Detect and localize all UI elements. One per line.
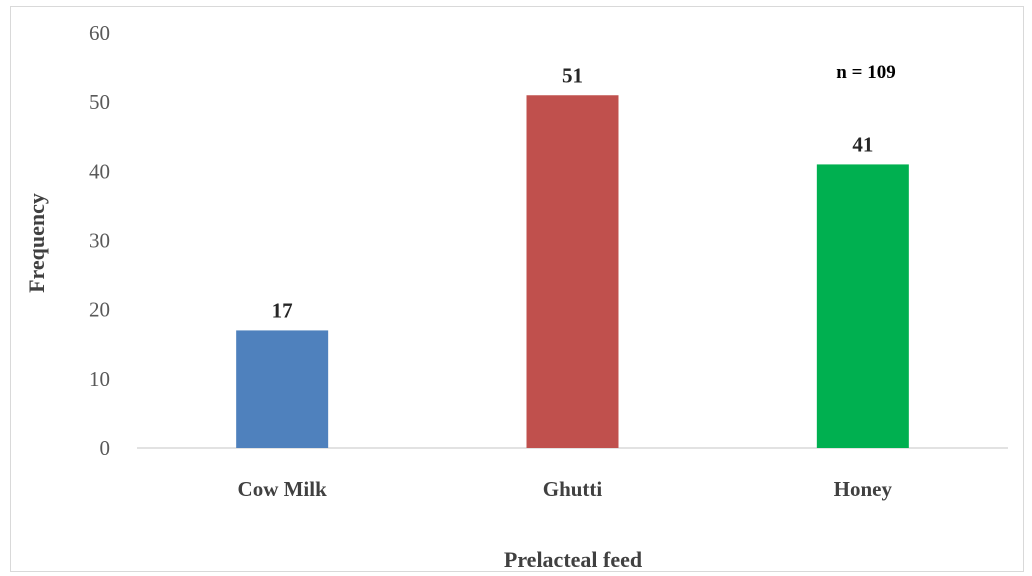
bars xyxy=(236,95,909,448)
y-axis-ticks: 0 10 20 30 40 50 60 xyxy=(89,21,110,460)
sample-size-annotation: n = 109 xyxy=(836,62,895,83)
y-tick-label: 50 xyxy=(89,90,110,114)
category-label: Cow Milk xyxy=(238,477,328,501)
category-label: Honey xyxy=(834,477,893,501)
y-tick-label: 0 xyxy=(100,436,111,460)
bar-cow-milk xyxy=(236,330,329,448)
y-tick-label: 40 xyxy=(89,159,110,183)
y-tick-label: 60 xyxy=(89,21,110,45)
y-tick-label: 10 xyxy=(89,367,110,391)
data-label: 41 xyxy=(852,132,873,156)
bar-ghutti xyxy=(526,95,619,448)
bar-honey xyxy=(816,164,909,448)
y-tick-label: 30 xyxy=(89,229,110,253)
y-axis-title: Frequency xyxy=(24,193,49,293)
y-tick-label: 20 xyxy=(89,298,110,322)
x-axis-title: Prelacteal feed xyxy=(504,547,642,572)
data-label: 17 xyxy=(272,298,293,322)
category-label: Ghutti xyxy=(543,477,603,501)
data-label: 51 xyxy=(562,63,583,87)
data-labels: 17 51 41 xyxy=(272,63,874,322)
category-labels: Cow Milk Ghutti Honey xyxy=(238,477,893,501)
